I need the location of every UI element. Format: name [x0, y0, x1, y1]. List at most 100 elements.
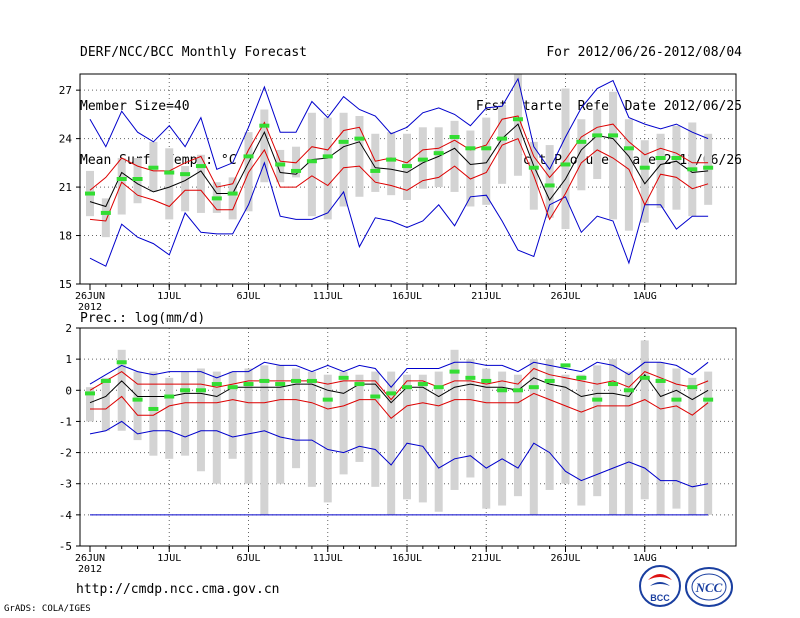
- ensemble-spread-box: [371, 371, 380, 487]
- ensemble-spread-box: [513, 374, 522, 497]
- y-tick-label: 24: [59, 133, 73, 146]
- ensemble-spread-box: [355, 116, 364, 197]
- y-tick-label: 15: [59, 278, 72, 291]
- ensemble-spread-box: [181, 166, 190, 212]
- ensemble-spread-box: [371, 133, 380, 192]
- ensemble-spread-box: [165, 377, 174, 459]
- ensemble-spread-box: [307, 371, 316, 487]
- series-q75-line: [89, 115, 709, 191]
- x-tick-label: 26JUL: [550, 553, 580, 564]
- y-tick-label: 18: [59, 230, 72, 243]
- ensemble-spread-box: [450, 120, 459, 192]
- ensemble-spread-box: [149, 371, 158, 456]
- ensemble-spread-box: [609, 91, 618, 220]
- series-min-line: [89, 420, 709, 488]
- y-tick-label: 27: [59, 84, 72, 97]
- y-tick-label: -3: [59, 478, 72, 491]
- ensemble-spread-box: [323, 117, 332, 220]
- ensemble-spread-box: [640, 140, 649, 223]
- x-tick-label: 16JUL: [392, 291, 422, 302]
- ensemble-spread-box: [196, 154, 205, 213]
- ensemble-spread-box: [577, 374, 586, 506]
- ensemble-spread-box: [117, 349, 126, 431]
- y-tick-label: -1: [59, 415, 72, 428]
- bcc-logo: BCC: [639, 565, 681, 607]
- series-q25-line: [89, 137, 709, 222]
- ensemble-spread-box: [181, 371, 190, 456]
- y-tick-label: 2: [65, 322, 72, 335]
- ensemble-spread-box: [276, 365, 285, 484]
- ensemble-spread-box: [545, 145, 554, 218]
- y-tick-label: 21: [59, 181, 72, 194]
- x-tick-label: 21JUL: [471, 291, 501, 302]
- ensemble-spread-box: [133, 371, 142, 441]
- ensemble-spread-box: [165, 148, 174, 220]
- y-tick-label: -5: [59, 540, 72, 553]
- ensemble-spread-box: [624, 371, 633, 515]
- ensemble-spread-box: [656, 362, 665, 515]
- ensemble-spread-box: [672, 368, 681, 509]
- ensemble-spread-box: [450, 349, 459, 490]
- ensemble-spread-box: [339, 371, 348, 475]
- y-tick-label: 1: [65, 353, 72, 366]
- forecast-period: For 2012/06/26-2012/08/04: [546, 45, 742, 60]
- ensemble-spread-box: [482, 368, 491, 509]
- x-tick-label: 1AUG: [633, 291, 657, 302]
- ensemble-spread-box: [307, 112, 316, 217]
- ensemble-spread-box: [656, 133, 665, 209]
- ensemble-spread-box: [561, 374, 570, 484]
- ensemble-spread-box: [466, 130, 475, 207]
- forecast-title: DERF/NCC/BCC Monthly Forecast: [80, 45, 307, 60]
- ensemble-spread-box: [86, 387, 94, 422]
- plot-frame: [79, 73, 737, 285]
- ensemble-spread-box: [529, 359, 538, 515]
- ensemble-spread-box: [609, 359, 618, 515]
- x-tick-label: 1AUG: [633, 553, 657, 564]
- x-tick-label: 26JUN: [75, 553, 105, 564]
- member-size: Member Size=40: [80, 99, 190, 114]
- ensemble-spread-box: [545, 359, 554, 490]
- y-tick-label: -2: [59, 447, 72, 460]
- series-max-line: [89, 361, 709, 388]
- ensemble-spread-box: [593, 365, 602, 497]
- ensemble-spread-box: [260, 365, 269, 515]
- ensemble-spread-box: [434, 371, 443, 512]
- ncc-logo: NCC: [685, 567, 733, 607]
- x-tick-label: 1JUL: [157, 291, 181, 302]
- source-url[interactable]: http://cmdp.ncc.cma.gov.cn: [76, 582, 280, 597]
- x-tick-label: 6JUL: [236, 291, 260, 302]
- y-tick-label: -4: [59, 509, 73, 522]
- ensemble-spread-box: [117, 158, 126, 215]
- x-tick-label: 11JUL: [313, 553, 343, 564]
- x-tick-label: 1JUL: [157, 553, 181, 564]
- ncc-logo-text: NCC: [695, 580, 723, 595]
- ensemble-spread-box: [228, 177, 237, 220]
- ensemble-spread-box: [387, 371, 396, 515]
- ensemble-spread-box: [260, 109, 269, 183]
- ensemble-spread-box: [418, 374, 427, 503]
- series-min-line: [89, 161, 709, 267]
- series-max-line: [89, 77, 709, 171]
- ensemble-spread-box: [577, 119, 586, 191]
- ensemble-spread-box: [624, 119, 633, 231]
- ensemble-spread-box: [482, 117, 491, 205]
- ensemble-spread-box: [292, 368, 301, 469]
- x-tick-year-label: 2012: [78, 564, 102, 575]
- series-q25-line: [90, 392, 709, 419]
- ensemble-spread-box: [212, 371, 221, 484]
- ensemble-spread-box: [640, 340, 649, 500]
- ensemble-spread-box: [323, 374, 332, 503]
- ensemble-spread-box: [593, 109, 602, 179]
- x-tick-label: 6JUL: [236, 553, 260, 564]
- y-tick-label: 0: [65, 384, 72, 397]
- ensemble-spread-box: [498, 371, 507, 506]
- ensemble-spread-box: [339, 112, 348, 207]
- series-mean-line: [89, 373, 709, 404]
- refer-date: Fcst Started Refer Date 2012/06/25: [475, 99, 742, 114]
- ensemble-spread-box: [672, 125, 681, 210]
- ensemble-spread-box: [101, 198, 110, 238]
- panel-title: Prec.: log(mm/d): [80, 311, 205, 326]
- ensemble-spread-box: [244, 368, 253, 484]
